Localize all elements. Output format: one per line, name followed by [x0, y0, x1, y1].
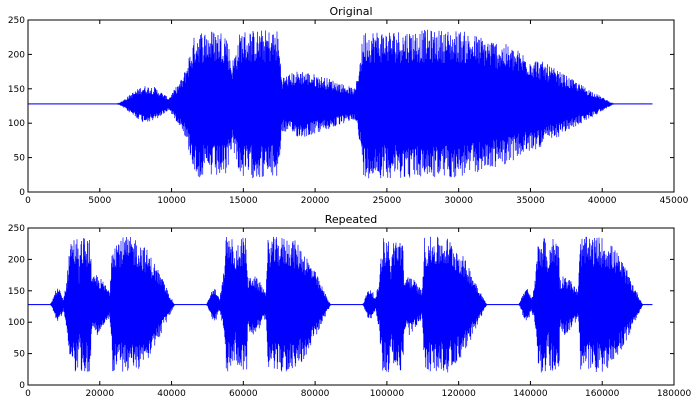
y-tick-label: 0 [19, 381, 25, 391]
x-tick-label: 100000 [370, 389, 405, 399]
x-tick-label: 140000 [513, 389, 548, 399]
signal-series [28, 29, 653, 179]
y-tick-label: 200 [8, 255, 25, 265]
x-tick-label: 5000 [88, 196, 111, 206]
y-tick-label: 100 [8, 119, 25, 129]
chart-title: Repeated [325, 213, 377, 226]
x-tick-label: 0 [25, 389, 31, 399]
chart-panel-repeated: Repeated 0 20000 40000 60000 80000 100000 12000… [8, 213, 692, 399]
plot-frame [27, 19, 675, 193]
x-tick-label: 80000 [301, 389, 330, 399]
signal-series [28, 236, 653, 373]
x-tick-label: 15000 [229, 196, 258, 206]
y-tick-label: 250 [8, 224, 25, 234]
y-tick-label: 100 [8, 318, 25, 328]
x-tick-label: 25000 [373, 196, 402, 206]
x-tick-label: 45000 [660, 196, 689, 206]
x-tick-label: 20000 [85, 389, 114, 399]
y-tick-label: 250 [8, 16, 25, 26]
y-tick-label: 150 [8, 287, 25, 297]
chart-title: Original [329, 5, 372, 18]
x-tick-label: 180000 [657, 389, 692, 399]
x-tick-label: 35000 [516, 196, 545, 206]
y-tick-label: 50 [14, 350, 26, 360]
x-tick-label: 10000 [157, 196, 186, 206]
plot-frame [27, 227, 675, 386]
x-tick-label: 60000 [229, 389, 258, 399]
chart-panel-original: Original 0 5000 10000 15000 20000 25000 30000 35… [8, 5, 689, 206]
x-tick-label: 160000 [585, 389, 620, 399]
y-tick-label: 0 [19, 188, 25, 198]
x-tick-label: 20000 [301, 196, 330, 206]
x-tick-label: 40000 [157, 389, 186, 399]
x-tick-label: 120000 [441, 389, 476, 399]
x-tick-label: 40000 [588, 196, 617, 206]
y-tick-label: 150 [8, 85, 25, 95]
y-tick-label: 200 [8, 50, 25, 60]
signal-line [28, 29, 653, 179]
y-tick-label: 50 [14, 154, 26, 164]
x-tick-label: 0 [25, 196, 31, 206]
x-tick-label: 30000 [444, 196, 473, 206]
